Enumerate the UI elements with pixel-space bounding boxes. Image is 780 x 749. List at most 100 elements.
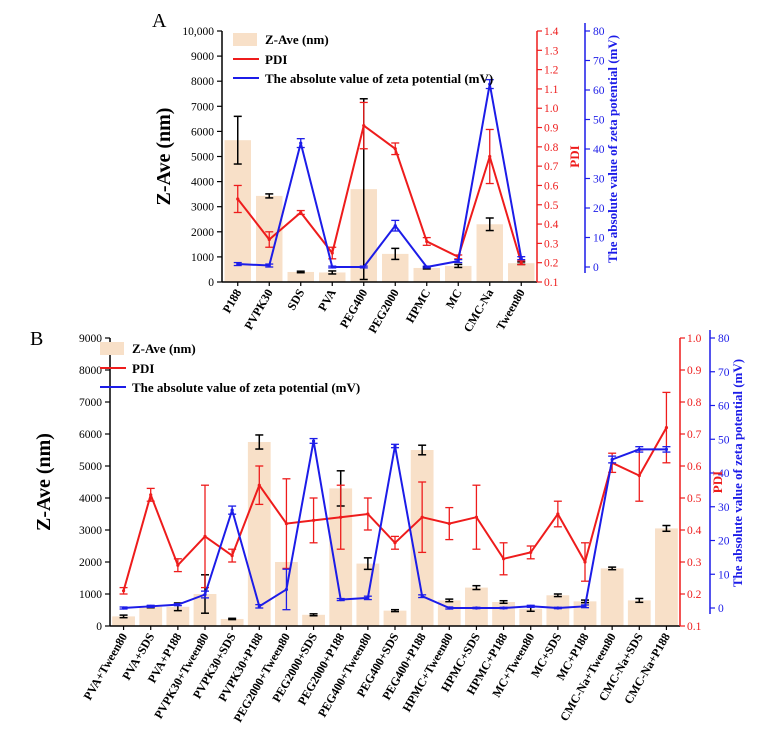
pdi-tick-label: 0.3 [687,557,702,569]
category-label: PEG400 [337,287,370,331]
zeta-tick-label: 30 [593,174,605,186]
zeta-point [284,587,289,592]
pdi-point [474,515,479,519]
zeta-point [583,604,587,608]
pdi-point [529,550,533,555]
zeta-tick-label: 50 [718,434,730,446]
zeta-point [230,508,234,512]
left-tick-label: 7000 [79,397,102,409]
category-label: PVPK30 [241,287,275,333]
legend-bar-label: Z-Ave (nm) [265,32,329,47]
panel-b-label: B [30,328,43,350]
zeta-point [257,604,261,608]
legend-bar-swatch [100,342,124,355]
pdi-tick-label: 0.6 [687,461,702,473]
zeta-point [203,592,207,597]
pdi-axis-title: PDI [710,471,725,493]
zeta-point [330,265,334,269]
zave-bar [413,267,440,282]
zeta-point [339,597,343,602]
pdi-point [362,124,366,128]
zave-bar [492,602,515,626]
zeta-point [362,265,366,269]
pdi-tick-label: 0.8 [687,397,702,409]
left-tick-label: 9000 [191,51,214,63]
category-label: SDS [284,286,307,312]
pdi-point [284,522,289,526]
pdi-point [447,522,451,526]
zeta-axis-title: The absolute value of zeta potential (mV… [730,359,745,587]
zeta-point [366,596,370,600]
zeta-point [149,604,153,608]
pdi-point [267,237,271,242]
zeta-point [488,82,492,86]
zave-bar [546,595,570,626]
pdi-tick-label: 0.2 [687,589,702,601]
pdi-point [299,210,303,215]
pdi-point [519,261,523,265]
pdi-tick-label: 1.3 [544,45,559,57]
zeta-point [664,447,669,451]
pdi-tick-label: 1.0 [687,333,702,345]
zave-bar [519,608,543,626]
legend-zeta-label: The absolute value of zeta potential (mV… [132,380,360,395]
zeta-point [393,224,397,228]
left-tick-label: 0 [96,621,102,633]
zeta-tick-label: 10 [593,233,605,245]
zave-bar [383,610,407,626]
left-tick-label: 5000 [79,461,102,473]
zeta-tick-label: 40 [593,144,605,156]
pdi-line [236,123,523,263]
pdi-point [339,515,343,519]
left-tick-label: 8000 [79,365,102,377]
pdi-tick-label: 1.0 [544,103,559,115]
pdi-tick-label: 0.8 [544,142,559,154]
pdi-tick-label: 0.2 [544,258,559,270]
zave-bar [302,614,325,626]
pdi-point [501,557,506,561]
left-tick-label: 6000 [191,126,214,138]
pdi-tick-label: 0.5 [544,200,559,212]
zeta-tick-label: 70 [593,56,605,68]
zeta-point [299,141,303,145]
category-label: P188 [220,287,245,316]
zeta-point [456,259,460,263]
left-tick-label: 4000 [191,177,214,189]
chart-a: 0 1000 2000 3000 4000 5000 6000 7000 8000 9000 10,… [153,23,620,336]
left-tick-label: 5000 [191,152,214,164]
left-tick-label: 3000 [191,202,214,214]
zeta-point [610,457,614,462]
zave-bar [287,271,314,282]
left-axis-title: Z-Ave (nm) [33,433,55,531]
zave-bar [166,606,190,626]
category-label: HPMC [403,287,433,326]
zeta-point [393,444,397,448]
pdi-tick-label: 1.4 [544,26,559,38]
zeta-tick-label: 60 [593,85,605,97]
legend-bar-label: Z-Ave (nm) [132,341,196,356]
zeta-point [519,256,523,260]
left-tick-label: 0 [208,277,214,289]
pdi-tick-label: 0.1 [544,277,559,289]
left-axis-title: Z-Ave (nm) [153,108,175,206]
zeta-tick-label: 0 [593,262,599,274]
left-tick-label: 6000 [79,429,102,441]
legend-pdi-label: PDI [265,52,287,67]
zeta-point [267,263,271,268]
zeta-tick-label: 80 [593,26,605,38]
pdi-point [637,474,641,478]
category-label: PVA+Tween80 [81,631,131,703]
zave-bar [112,616,135,626]
zeta-tick-label: 80 [718,333,730,345]
category-label: CMC-Na [461,287,497,335]
panel-a-label: A [152,10,167,32]
zave-bar [476,224,503,282]
pdi-tick-label: 0.3 [544,238,559,250]
pdi-tick-label: 0.7 [544,161,559,173]
pdi-point [230,554,234,558]
pdi-tick-label: 1.1 [544,84,559,96]
pdi-point [556,512,560,516]
zave-bar [445,265,472,282]
